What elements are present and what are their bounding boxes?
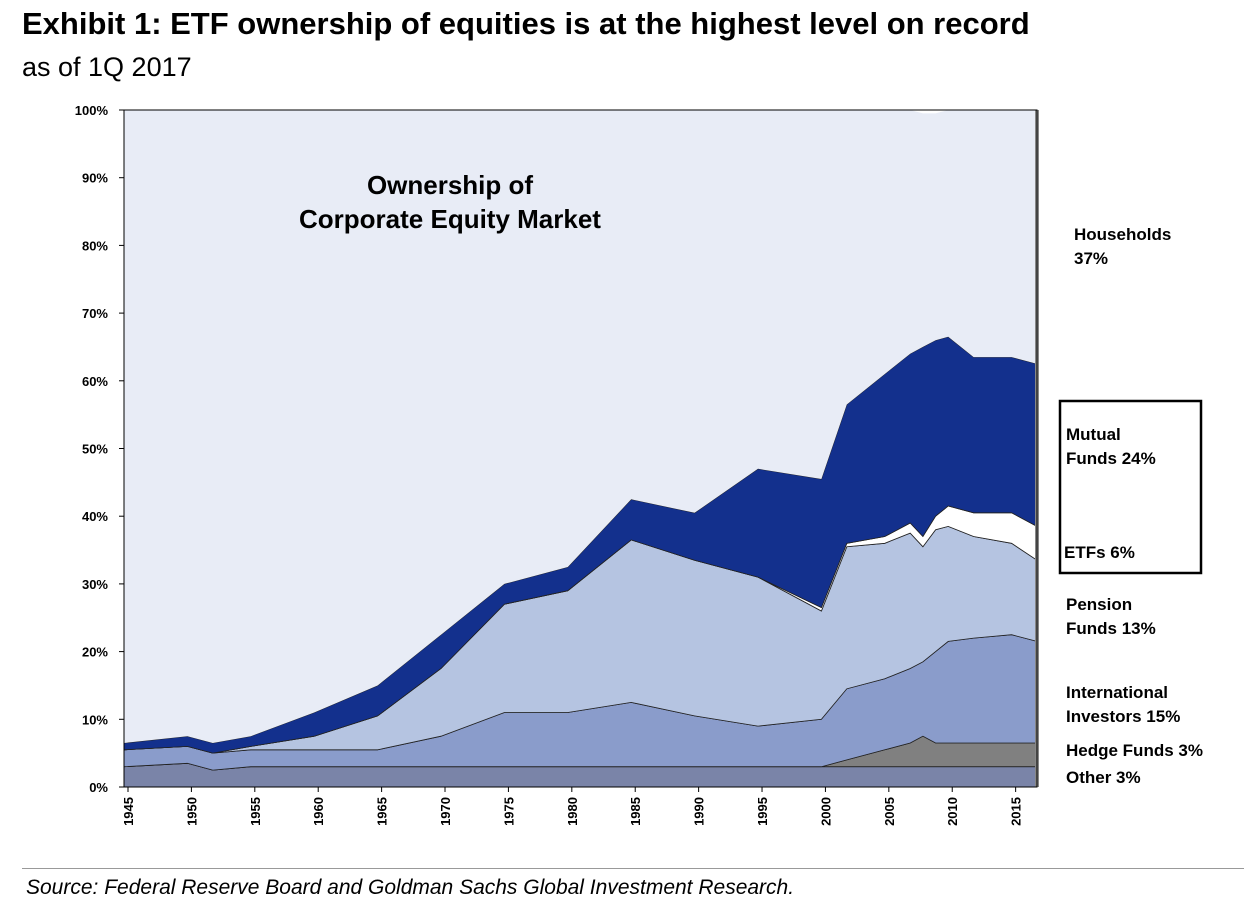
- x-tick-label: 1985: [628, 797, 643, 826]
- inner-chart-title: Ownership of Corporate Equity Market: [299, 170, 601, 234]
- x-tick-label: 2010: [945, 797, 960, 826]
- legend-label: Hedge Funds 3%: [1066, 741, 1203, 760]
- x-tick-label: 1965: [375, 797, 390, 826]
- chart-subtitle: as of 1Q 2017: [22, 52, 192, 82]
- y-tick-label: 80%: [82, 238, 108, 253]
- x-tick-label: 1975: [501, 797, 516, 826]
- x-tick-label: 1945: [121, 797, 136, 826]
- y-tick-label: 100%: [75, 103, 109, 118]
- x-tick-label: 1950: [184, 797, 199, 826]
- x-tick-label: 1960: [311, 797, 326, 826]
- chart-title: Exhibit 1: ETF ownership of equities is …: [22, 6, 1030, 41]
- y-tick-label: 40%: [82, 509, 108, 524]
- legend-label: Households: [1074, 225, 1171, 244]
- y-tick-label: 90%: [82, 171, 108, 186]
- y-axis: 0% 10% 20% 30% 40% 50% 60% 70% 80% 90% 100%: [75, 103, 124, 795]
- legend-label: Pension: [1066, 595, 1132, 614]
- y-tick-label: 20%: [82, 645, 108, 660]
- y-tick-label: 30%: [82, 577, 108, 592]
- x-tick-label: 1990: [692, 797, 707, 826]
- x-tick-label: 1970: [438, 797, 453, 826]
- y-tick-label: 60%: [82, 374, 108, 389]
- highlight-box: [1058, 399, 1203, 575]
- legend-label: Funds 13%: [1066, 619, 1156, 638]
- y-tick-label: 70%: [82, 306, 108, 321]
- source-note: Source: Federal Reserve Board and Goldma…: [26, 876, 795, 899]
- legend-label: Mutual: [1066, 425, 1121, 444]
- area-households: [124, 110, 1037, 743]
- area-layers: [123, 110, 1039, 788]
- y-tick-label: 0%: [89, 780, 108, 795]
- legend-label: ETFs 6%: [1064, 543, 1135, 562]
- legend-label: International: [1066, 683, 1168, 702]
- x-tick-label: 1995: [755, 797, 770, 826]
- x-tick-label: 1980: [565, 797, 580, 826]
- x-axis: 1945 1950 1955 1960 1965 1970 1975 1980 1985 1990…: [121, 787, 1024, 826]
- legend: Households 37% Mutual Funds 24% ETFs 6% Pensi…: [1058, 225, 1203, 787]
- legend-label: Funds 24%: [1066, 449, 1156, 468]
- legend-label: Other 3%: [1066, 768, 1141, 787]
- footer-divider: [22, 868, 1244, 869]
- legend-label: 37%: [1074, 249, 1108, 268]
- y-tick-label: 10%: [82, 712, 108, 727]
- legend-label: Investors 15%: [1066, 707, 1180, 726]
- y-tick-label: 50%: [82, 442, 108, 457]
- x-tick-label: 2005: [882, 797, 897, 826]
- x-tick-label: 2000: [818, 797, 833, 826]
- inner-title-line: Corporate Equity Market: [299, 204, 601, 234]
- x-tick-label: 1955: [248, 797, 263, 826]
- inner-title-line: Ownership of: [367, 170, 533, 200]
- x-tick-label: 2015: [1009, 797, 1024, 826]
